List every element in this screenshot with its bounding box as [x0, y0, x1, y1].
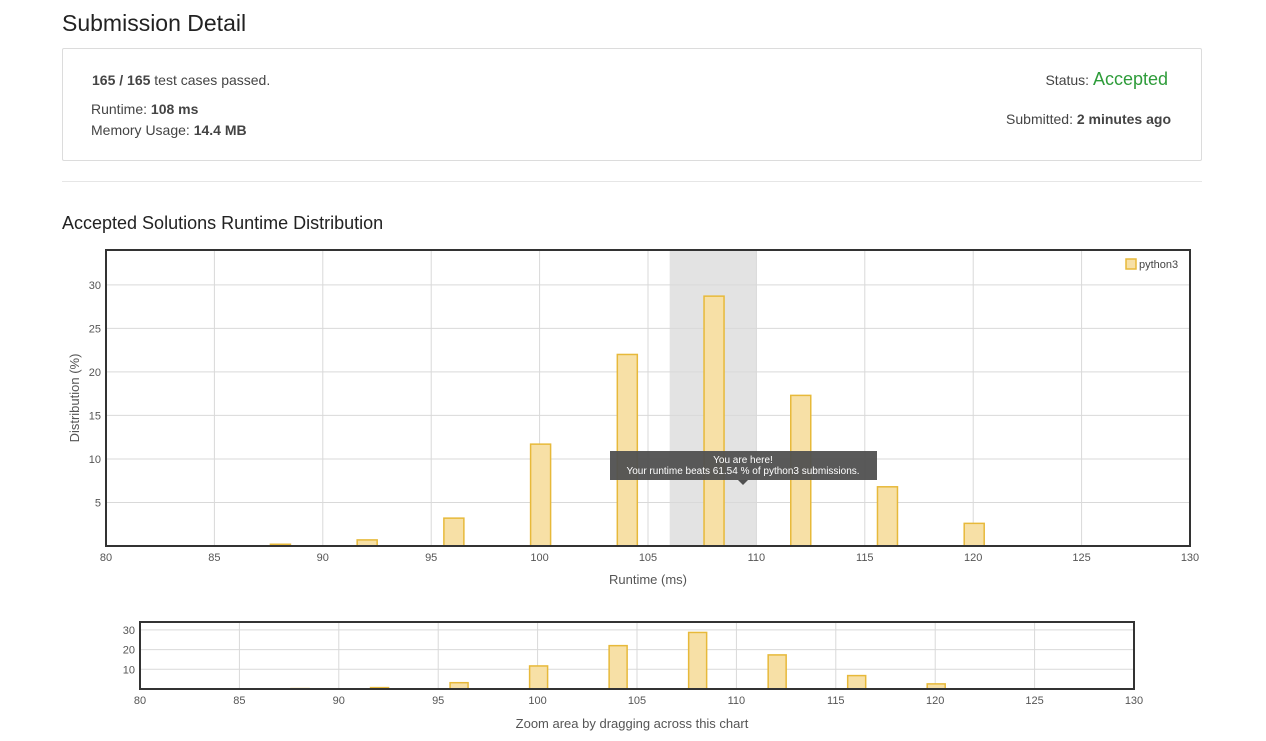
tooltip-pointer: [738, 480, 748, 485]
section-divider: [62, 181, 1202, 182]
x-tick-label: 120: [964, 552, 982, 564]
x-axis-label: Zoom area by dragging across this chart: [516, 716, 749, 731]
distribution-bar[interactable]: [963, 522, 985, 547]
runtime-value: 108 ms: [150, 101, 199, 117]
distribution-bar[interactable]: [443, 517, 465, 547]
x-tick-label: 105: [628, 695, 646, 707]
y-tick-label: 10: [89, 454, 101, 466]
distribution-bar[interactable]: [767, 654, 787, 690]
x-tick-label: 105: [639, 552, 657, 564]
plot-frame: [139, 621, 1135, 690]
distribution-bar[interactable]: [616, 353, 639, 547]
submitted-label: Submitted:: [1006, 111, 1077, 127]
submitted-row: Submitted: 2 minutes ago: [1006, 111, 1171, 127]
x-tick-label: 100: [530, 552, 548, 564]
x-tick-label: 85: [233, 695, 245, 707]
tooltip-box: [610, 451, 877, 480]
x-axis-label: Runtime (ms): [609, 572, 687, 587]
legend-label: python3: [1139, 259, 1178, 271]
distribution-bar[interactable]: [608, 644, 628, 690]
memory-label: Memory Usage:: [91, 122, 194, 138]
y-tick-label: 20: [89, 367, 101, 379]
y-axis-label: Distribution (%): [67, 354, 82, 443]
distribution-bar[interactable]: [528, 665, 549, 690]
y-tick-label: 30: [123, 625, 135, 637]
x-tick-label: 120: [926, 695, 944, 707]
chart-legend[interactable]: python3: [1125, 258, 1178, 271]
status-label: Status:: [1045, 72, 1093, 88]
x-tick-label: 100: [528, 695, 546, 707]
main-chart[interactable]: 80 85 90 95 100 105 110 115 120 125 130 5 10 15 20 25 30…: [67, 249, 1199, 587]
x-tick-label: 90: [317, 552, 329, 564]
plot-frame: [105, 249, 1191, 547]
x-tick-label: 95: [425, 552, 437, 564]
distribution-bar[interactable]: [687, 631, 708, 690]
runtime-row: Runtime: 108 ms: [91, 101, 198, 117]
x-tick-label: 80: [100, 552, 112, 564]
y-tick-label: 10: [123, 664, 135, 676]
x-tick-label: 125: [1072, 552, 1090, 564]
x-tick-label: 110: [728, 695, 746, 707]
submission-detail-panel: 165 / 165 test cases passed. Runtime: 10…: [62, 48, 1202, 161]
testcases-count: 165 / 165: [92, 72, 151, 88]
runtime-tooltip: You are here!Your runtime beats 61.54 % …: [610, 451, 877, 485]
x-tick-label: 115: [827, 695, 845, 707]
y-tick-label: 30: [89, 280, 101, 292]
x-tick-label: 130: [1125, 695, 1143, 707]
distribution-bar[interactable]: [529, 443, 552, 547]
memory-row: Memory Usage: 14.4 MB: [91, 122, 247, 138]
x-tick-label: 95: [432, 695, 444, 707]
x-tick-label: 110: [748, 552, 766, 564]
tooltip-line-2: Your runtime beats 61.54 % of python3 su…: [626, 466, 859, 477]
distribution-bar[interactable]: [876, 486, 899, 547]
testcases-suffix: test cases passed.: [150, 72, 271, 88]
status-row: Status: Accepted: [1045, 69, 1168, 90]
distribution-bar[interactable]: [846, 674, 867, 690]
x-tick-label: 80: [134, 695, 146, 707]
runtime-label: Runtime:: [91, 101, 151, 117]
y-tick-label: 25: [89, 323, 101, 335]
x-tick-label: 90: [333, 695, 345, 707]
section-title: Accepted Solutions Runtime Distribution: [62, 213, 384, 233]
submitted-value: 2 minutes ago: [1076, 111, 1171, 127]
y-tick-label: 5: [95, 497, 101, 509]
legend-swatch: [1125, 258, 1137, 270]
status-badge[interactable]: Accepted: [1092, 69, 1168, 89]
distribution-bar[interactable]: [703, 295, 725, 547]
x-tick-label: 130: [1181, 552, 1199, 564]
x-tick-label: 115: [856, 552, 874, 564]
y-tick-label: 15: [89, 410, 101, 422]
tooltip-line-1: You are here!: [713, 455, 773, 466]
page-title: Submission Detail: [62, 10, 247, 36]
x-tick-label: 125: [1025, 695, 1043, 707]
y-tick-label: 20: [123, 645, 135, 657]
memory-value: 14.4 MB: [193, 122, 247, 138]
navigator-chart[interactable]: 80 85 90 95 100 105 110 115 120 125 130 10 20 30 Zoom …: [123, 621, 1143, 731]
x-tick-label: 85: [208, 552, 220, 564]
testcases-summary: 165 / 165 test cases passed.: [92, 72, 270, 88]
